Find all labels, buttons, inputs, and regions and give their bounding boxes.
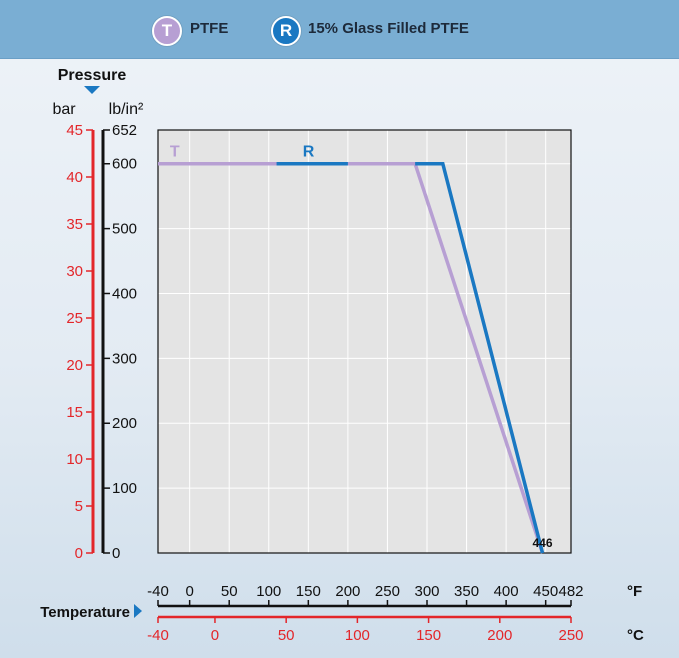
bar-tick-label: 40 xyxy=(66,169,83,186)
celsius-tick-label: -40 xyxy=(147,627,169,644)
celsius-unit: °C xyxy=(627,627,644,644)
bar-tick-label: 25 xyxy=(66,310,83,327)
celsius-tick-label: 0 xyxy=(211,627,219,644)
psi-tick-label: 0 xyxy=(112,545,120,562)
annotation-446: 446 xyxy=(533,536,553,550)
fahrenheit-tick-label: 250 xyxy=(375,583,400,600)
legend-badge-glass-filled: R xyxy=(271,16,301,46)
bar-tick-label: 45 xyxy=(66,122,83,139)
x-axis-title-arrow-icon xyxy=(134,604,142,618)
fahrenheit-tick-label: 300 xyxy=(414,583,439,600)
psi-tick-label: 200 xyxy=(112,415,137,432)
fahrenheit-tick-label: 100 xyxy=(256,583,281,600)
bar-tick-label: 35 xyxy=(66,216,83,233)
psi-tick-label: 400 xyxy=(112,285,137,302)
fahrenheit-tick-label: -40 xyxy=(147,583,169,600)
bar-tick-label: 30 xyxy=(66,263,83,280)
plot-frame xyxy=(157,129,572,554)
bar-tick-label: 5 xyxy=(75,498,83,515)
psi-tick-label: 600 xyxy=(112,156,137,173)
celsius-tick-label: 100 xyxy=(345,627,370,644)
y-axis-title: Pressure xyxy=(58,67,127,84)
x-axis-title: Temperature xyxy=(40,604,130,621)
bar-tick-label: 15 xyxy=(66,404,83,421)
fahrenheit-tick-label: 450 xyxy=(533,583,558,600)
fahrenheit-tick-label: 482 xyxy=(558,583,583,600)
psi-tick-label: 500 xyxy=(112,221,137,238)
psi-tick-label: 652 xyxy=(112,122,137,139)
fahrenheit-tick-label: 0 xyxy=(185,583,193,600)
fahrenheit-tick-label: 200 xyxy=(335,583,360,600)
bar-tick-label: 20 xyxy=(66,357,83,374)
fahrenheit-unit: °F xyxy=(627,583,642,600)
legend-label-glass-filled: 15% Glass Filled PTFE xyxy=(308,20,469,37)
psi-tick-label: 100 xyxy=(112,480,137,497)
psi-tick-label: 300 xyxy=(112,350,137,367)
celsius-tick-label: 150 xyxy=(416,627,441,644)
bar-tick-label: 10 xyxy=(66,451,83,468)
celsius-tick-label: 200 xyxy=(487,627,512,644)
celsius-tick-label: 50 xyxy=(278,627,295,644)
y-unit-bar: bar xyxy=(52,101,76,118)
celsius-tick-label: 250 xyxy=(558,627,583,644)
plot-area xyxy=(158,130,571,553)
fahrenheit-tick-label: 350 xyxy=(454,583,479,600)
fahrenheit-tick-label: 400 xyxy=(494,583,519,600)
y-unit-psi: lb/in² xyxy=(109,101,144,118)
fahrenheit-tick-label: 150 xyxy=(296,583,321,600)
legend-label-ptfe: PTFE xyxy=(190,20,229,37)
series-label-r: R xyxy=(303,144,315,161)
fahrenheit-tick-label: 50 xyxy=(221,583,238,600)
bar-tick-label: 0 xyxy=(75,545,83,562)
y-axis-title-arrow-icon xyxy=(84,86,100,94)
series-label-t: T xyxy=(170,144,180,161)
legend-bar: T PTFE R 15% Glass Filled PTFE xyxy=(0,0,679,59)
legend-badge-ptfe: T xyxy=(152,16,182,46)
